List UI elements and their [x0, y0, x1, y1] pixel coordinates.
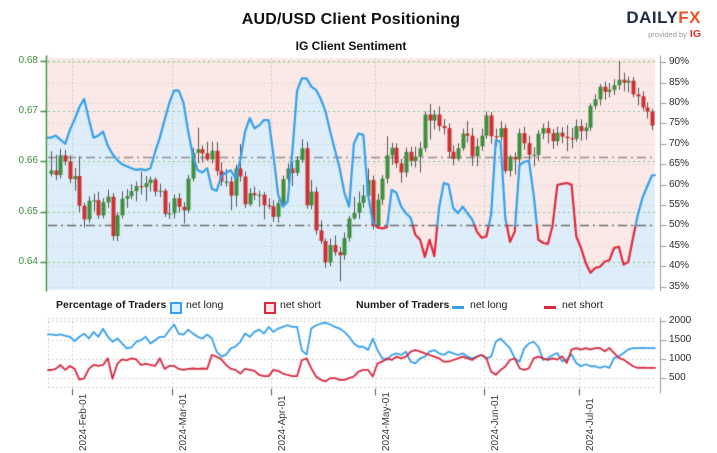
chart-subtitle: IG Client Sentiment	[295, 39, 407, 53]
legend-pct-net-long-label: net long	[186, 299, 224, 311]
percent-tick-label: 50%	[669, 219, 690, 231]
date-tick-label: 2024-Apr-01	[276, 395, 288, 451]
percent-tick-label: 65%	[669, 158, 690, 170]
price-tick-label: 0.64	[18, 256, 38, 268]
percent-tick-label: 75%	[669, 117, 690, 129]
page-title: AUD/USD Client Positioning	[241, 11, 461, 28]
date-tick-label: 2024-Feb-01	[77, 393, 89, 451]
legend-pct-net-short-label: net short	[280, 299, 321, 311]
count-net-long-line-icon	[452, 306, 464, 309]
ig-logo: IG	[689, 27, 701, 40]
percent-tick-label: 60%	[669, 178, 690, 190]
percent-tick-label: 55%	[669, 199, 690, 211]
price-tick-label: 0.68	[18, 54, 38, 66]
date-tick-label: 2024-Jun-01	[489, 394, 501, 451]
count-tick-label: 500	[669, 372, 686, 384]
dailyfx-wordmark: DAILYFX	[626, 9, 701, 28]
date-tick-label: 2024-Mar-01	[177, 393, 189, 451]
count-tick-label: 2000	[669, 314, 692, 326]
percent-tick-label: 90%	[669, 56, 690, 68]
count-tick-label: 1500	[669, 333, 692, 345]
percent-tick-label: 85%	[669, 76, 690, 88]
legend-number-of-traders: Number of Traders	[356, 299, 450, 311]
date-tick-label: 2024-Jul-01	[584, 398, 596, 451]
legend-count-net-short-label: net short	[562, 299, 603, 311]
pct-net-long-swatch-icon	[170, 302, 182, 314]
legend-count-net-long-label: net long	[470, 299, 508, 311]
logo-fx-text: FX	[678, 8, 701, 27]
percent-tick-label: 45%	[669, 239, 690, 251]
dailyfx-logo: DAILYFX provided by IG	[626, 9, 701, 40]
percent-tick-label: 40%	[669, 260, 690, 272]
chart-legend: Percentage of Traders net long net short…	[0, 299, 717, 315]
legend-percentage-of-traders: Percentage of Traders	[56, 299, 167, 311]
logo-provided-by: provided by IG	[648, 27, 701, 40]
percent-tick-label: 70%	[669, 137, 690, 149]
count-tick-label: 1000	[669, 352, 692, 364]
count-net-short-line-icon	[544, 306, 556, 309]
percent-tick-label: 35%	[669, 280, 690, 292]
date-tick-label: 2024-May-01	[380, 392, 392, 451]
price-tick-label: 0.66	[18, 155, 38, 167]
price-tick-label: 0.65	[18, 205, 38, 217]
logo-daily-text: DAILY	[626, 8, 679, 27]
price-tick-label: 0.67	[18, 104, 38, 116]
pct-net-short-swatch-icon	[264, 302, 276, 314]
percent-tick-label: 80%	[669, 96, 690, 108]
